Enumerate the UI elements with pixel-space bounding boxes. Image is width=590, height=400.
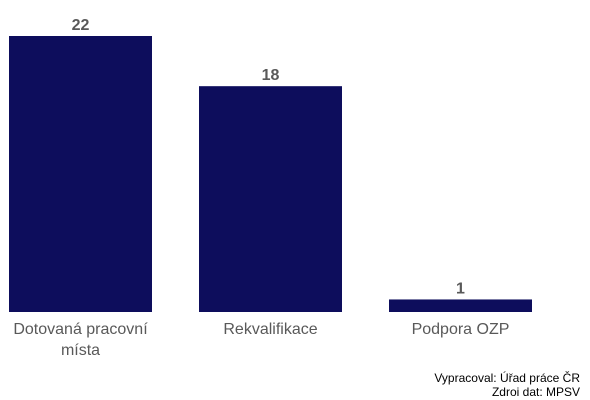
source-note: Vypracoval: Úřad práce ČR Zdroi dat: MPS… bbox=[434, 371, 580, 399]
data-label-1: 22 bbox=[72, 17, 90, 34]
bar-1 bbox=[9, 36, 152, 312]
prepared-by-text: Vypracoval: Úřad práce ČR bbox=[434, 371, 580, 385]
data-label-2: 18 bbox=[262, 67, 280, 84]
category-label-1-line-1: Dotovaná pracovní bbox=[13, 321, 148, 338]
bar-2 bbox=[199, 86, 342, 312]
data-source-text: Zdroi dat: MPSV bbox=[491, 385, 580, 399]
category-label-2: Rekvalifikace bbox=[223, 321, 317, 338]
bar-3 bbox=[389, 299, 532, 312]
data-label-3: 1 bbox=[456, 280, 465, 297]
category-label-3: Podpora OZP bbox=[412, 321, 510, 338]
category-label-1-line-2: místa bbox=[61, 342, 100, 359]
